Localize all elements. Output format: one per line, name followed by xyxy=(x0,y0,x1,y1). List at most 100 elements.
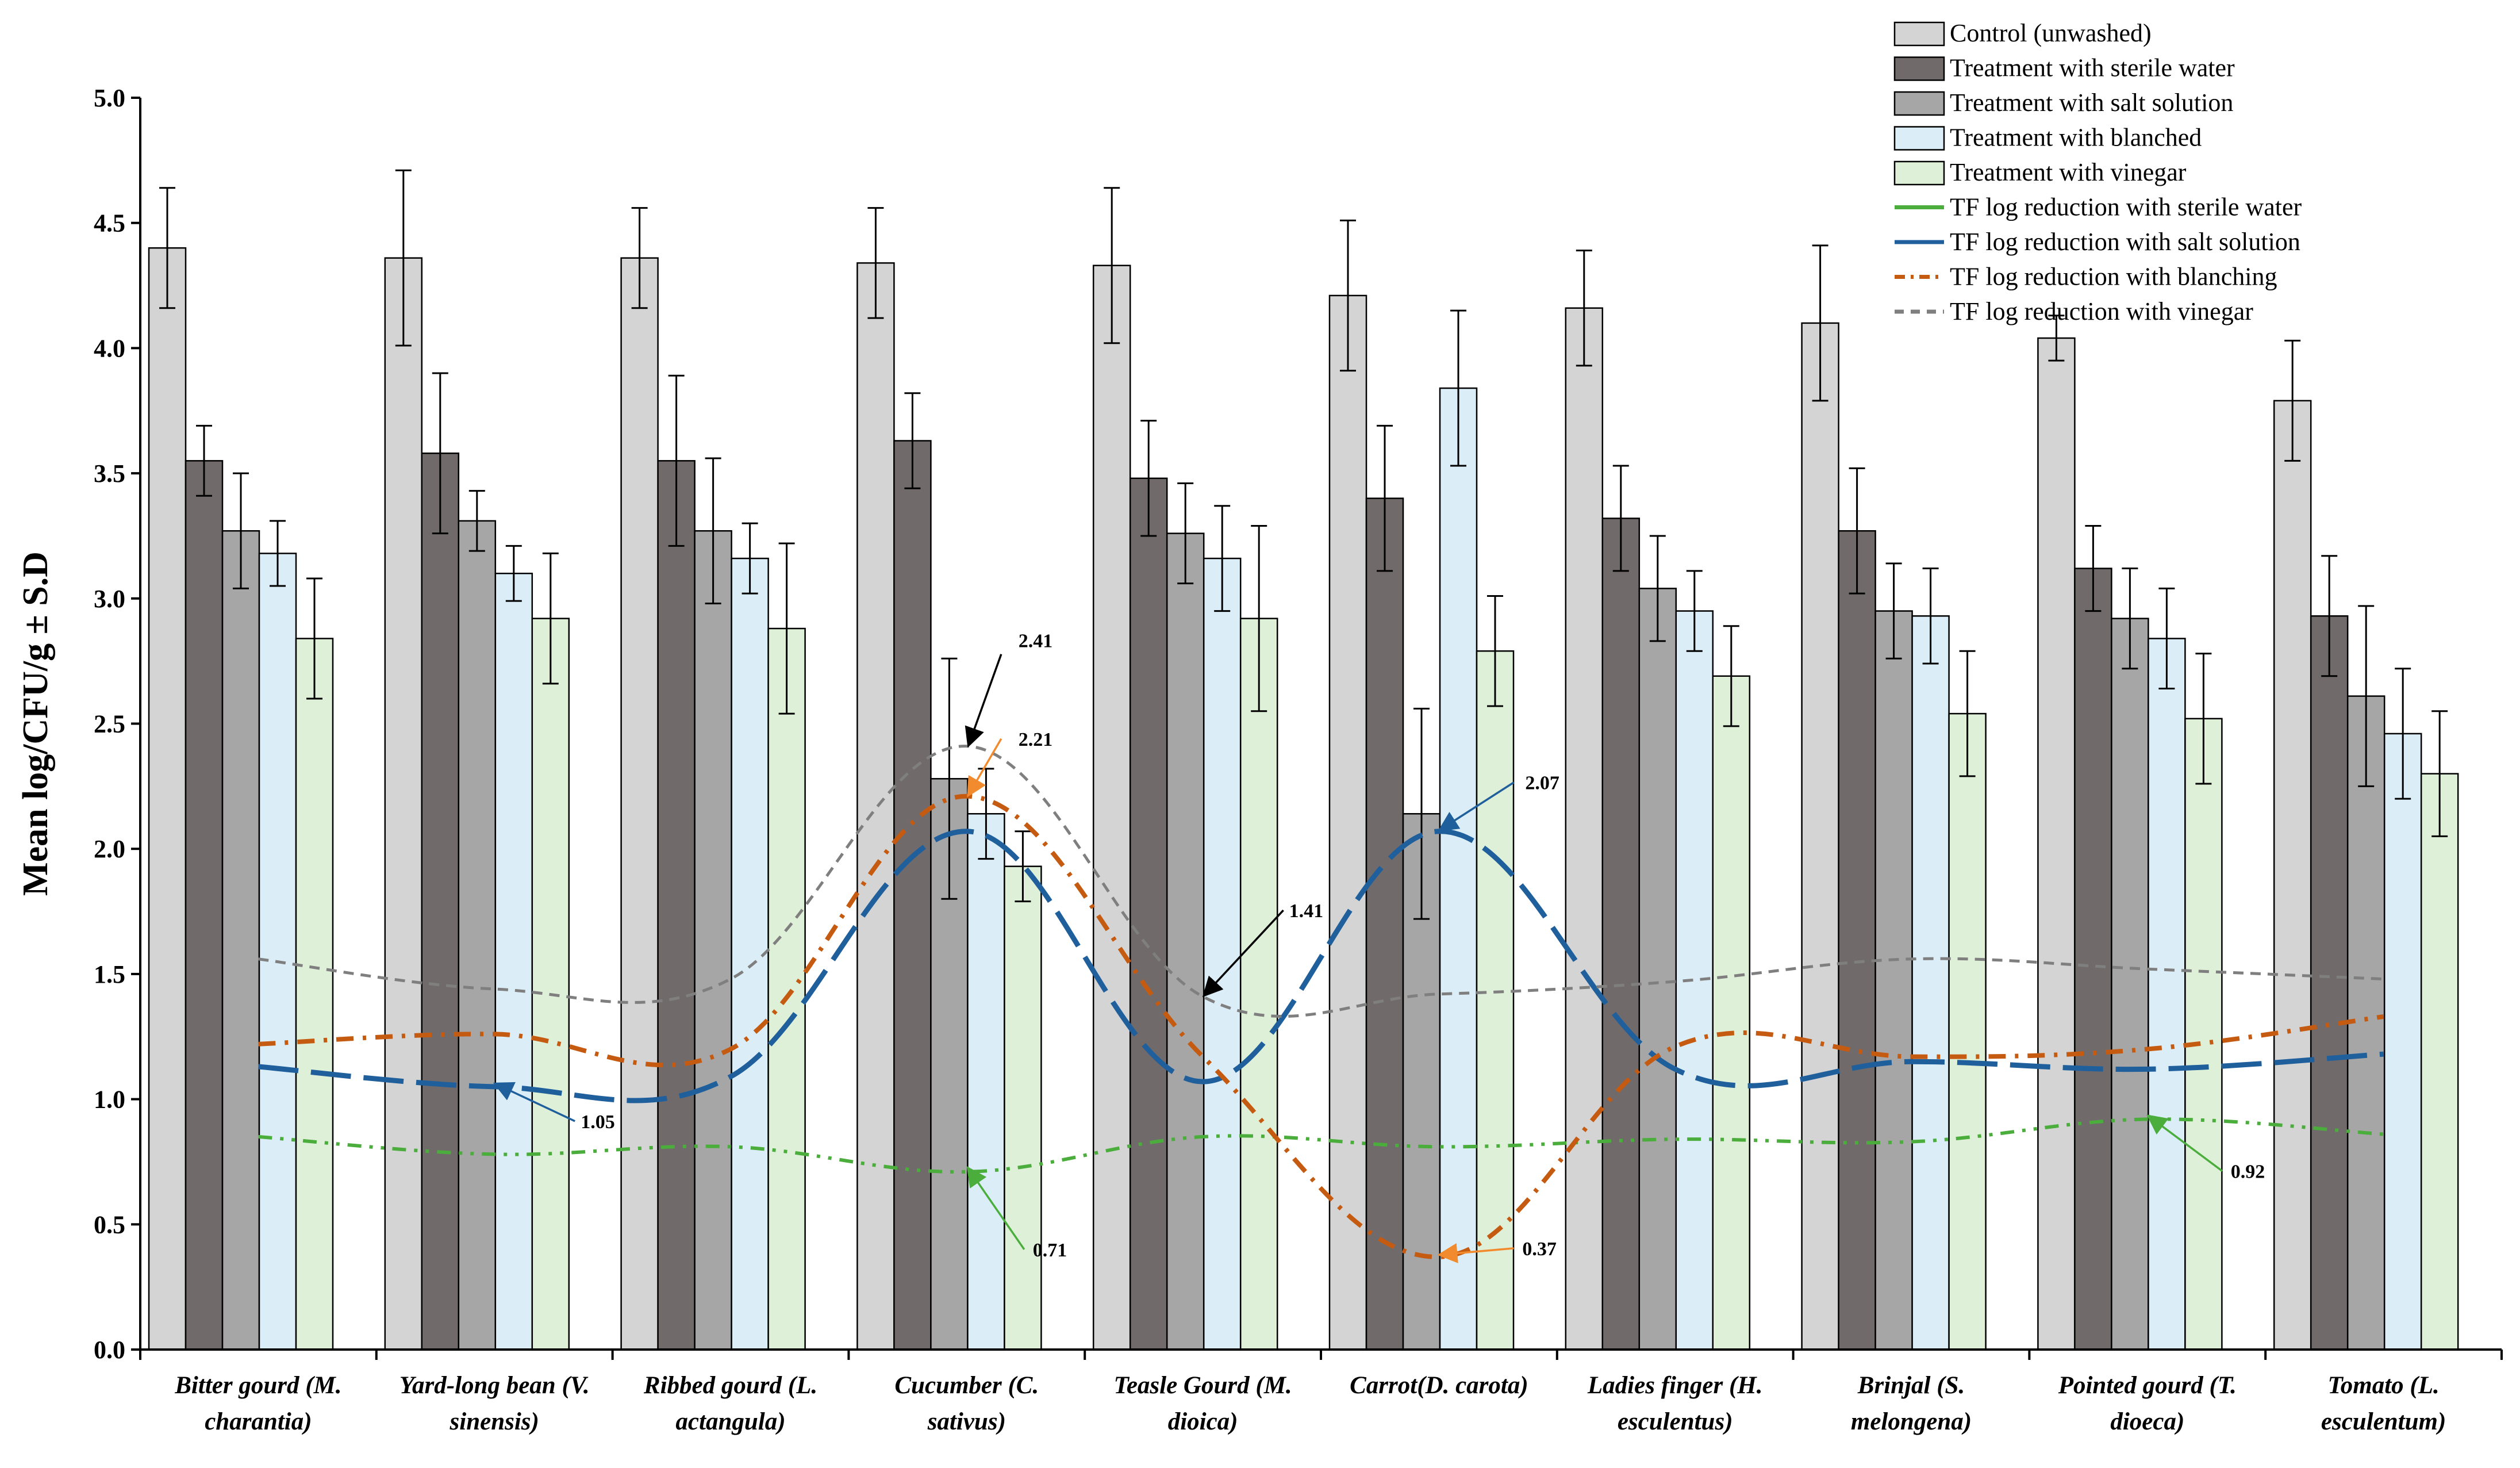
annotation-arrow xyxy=(967,738,1002,798)
annotation-label: 2.07 xyxy=(1525,773,1559,794)
error-bar-treatment-with-vinegar-5 xyxy=(1487,595,1503,707)
category-label: Brinjal (S. melongena) xyxy=(1851,1372,1972,1435)
error-bar-treatment-with-sterile-water-1 xyxy=(432,372,448,535)
error-bar-control-unwashed-7 xyxy=(1812,244,1828,402)
error-bar-treatment-with-salt-solution-2 xyxy=(705,457,721,605)
error-bar-treatment-with-salt-solution-6 xyxy=(1649,535,1666,642)
bar-treatment-with-vinegar-7 xyxy=(1948,712,1987,1351)
error-bar-treatment-with-salt-solution-3 xyxy=(941,657,958,900)
bar-control-unwashed-3 xyxy=(856,262,895,1351)
annotation-label: 2.21 xyxy=(1019,729,1053,750)
bar-control-unwashed-1 xyxy=(384,257,423,1351)
annotation-arrow xyxy=(1202,909,1284,998)
category-label-line: Ladies finger (H. xyxy=(1587,1372,1763,1399)
error-bar-treatment-with-blanched-1 xyxy=(505,545,522,602)
legend-item-treatment-with-vinegar: Treatment with vinegar xyxy=(1893,158,2187,186)
category-label-line: Cucumber (C. xyxy=(894,1372,1039,1399)
category-label: Cucumber (C. sativus) xyxy=(894,1372,1039,1435)
legend-label: Treatment with vinegar xyxy=(1950,158,2187,186)
y-tick-label: 1.0 xyxy=(94,1086,125,1114)
y-tick-label: 2.5 xyxy=(94,710,125,738)
category-label-line: esculentum) xyxy=(2321,1408,2446,1435)
annotations-layer: 2.41 2.21 1.41 2.07 1.05 0.71 0.37 0.92 xyxy=(493,631,2265,1263)
bar-control-unwashed-0 xyxy=(148,247,187,1351)
bar-treatment-with-vinegar-1 xyxy=(531,618,570,1351)
bar-treatment-with-sterile-water-7 xyxy=(1838,530,1876,1351)
error-bar-treatment-with-salt-solution-1 xyxy=(468,490,485,552)
annotation-label: 1.41 xyxy=(1289,900,1324,922)
bar-control-unwashed-9 xyxy=(2273,400,2312,1351)
error-bar-treatment-with-blanched-6 xyxy=(1686,570,1703,652)
bar-treatment-with-vinegar-5 xyxy=(1476,650,1515,1351)
legend-label: TF log reduction with sterile water xyxy=(1950,193,2302,221)
bar-treatment-with-salt-solution-6 xyxy=(1638,588,1677,1351)
error-bar-treatment-with-salt-solution-4 xyxy=(1177,482,1194,585)
legend-label: TF log reduction with salt solution xyxy=(1950,228,2300,256)
legend-label: TF log reduction with vinegar xyxy=(1950,297,2253,325)
error-bar-control-unwashed-4 xyxy=(1104,187,1120,344)
bar-treatment-with-sterile-water-9 xyxy=(2310,615,2349,1351)
annotation-0-71: 0.71 xyxy=(966,1166,1067,1261)
y-tick-label: 2.0 xyxy=(94,835,125,863)
error-bar-treatment-with-sterile-water-5 xyxy=(1377,424,1393,572)
bar-treatment-with-sterile-water-6 xyxy=(1601,518,1641,1351)
category-label-line: Yard-long bean (V. xyxy=(399,1372,590,1399)
bar-control-unwashed-2 xyxy=(620,257,659,1351)
error-bar-treatment-with-vinegar-9 xyxy=(2431,710,2448,837)
bar-treatment-with-salt-solution-8 xyxy=(2111,618,2149,1351)
annotation-arrow xyxy=(2146,1114,2223,1172)
category-label-line: esculentus) xyxy=(1618,1408,1733,1435)
category-label-line: actangula) xyxy=(675,1408,785,1435)
bar-treatment-with-blanched-3 xyxy=(967,812,1005,1351)
legend-swatch xyxy=(1893,160,1945,186)
error-bar-treatment-with-sterile-water-0 xyxy=(196,424,212,497)
y-tick-label: 0.0 xyxy=(94,1336,125,1364)
bar-treatment-with-vinegar-4 xyxy=(1239,618,1278,1351)
error-bar-treatment-with-blanched-4 xyxy=(1214,505,1231,612)
error-bar-treatment-with-sterile-water-9 xyxy=(2321,555,2338,677)
y-tick-label: 3.5 xyxy=(94,459,125,488)
annotation-label: 0.71 xyxy=(1033,1240,1067,1261)
category-label-line: Brinjal (S. xyxy=(1857,1372,1965,1399)
error-bar-treatment-with-vinegar-7 xyxy=(1959,650,1976,777)
error-bar-treatment-with-blanched-9 xyxy=(2395,668,2411,800)
bar-treatment-with-blanched-8 xyxy=(2148,638,2186,1351)
annotation-arrow xyxy=(965,654,1002,748)
category-label: Teasle Gourd (M. dioica) xyxy=(1114,1372,1292,1435)
annotation-0-92: 0.92 xyxy=(2146,1114,2265,1182)
legend-label: Treatment with sterile water xyxy=(1950,54,2235,82)
error-bar-control-unwashed-5 xyxy=(1340,219,1356,372)
legend-item-treatment-with-sterile-water: Treatment with sterile water xyxy=(1893,54,2235,82)
reduction-lines-layer xyxy=(258,745,2384,1259)
bar-treatment-with-blanched-4 xyxy=(1203,557,1242,1351)
annotation-2-41: 2.41 xyxy=(965,631,1052,748)
error-bar-control-unwashed-8 xyxy=(2048,315,2065,362)
error-bar-treatment-with-salt-solution-7 xyxy=(1885,562,1902,660)
error-bar-treatment-with-sterile-water-4 xyxy=(1140,420,1157,537)
error-bar-treatment-with-sterile-water-2 xyxy=(668,374,685,547)
category-label-line: charantia) xyxy=(205,1408,312,1435)
legend-label: TF log reduction with blanching xyxy=(1950,263,2277,291)
annotation-arrow xyxy=(1438,781,1515,831)
annotation-arrow xyxy=(966,1166,1025,1250)
legend: Control (unwashed) Treatment with sterile… xyxy=(1893,19,2302,325)
bar-treatment-with-vinegar-0 xyxy=(295,638,334,1351)
category-label-line: Tomato (L. xyxy=(2327,1372,2439,1399)
bar-treatment-with-salt-solution-2 xyxy=(694,530,732,1351)
category-label: Ladies finger (H. esculentus) xyxy=(1587,1372,1763,1435)
error-bar-treatment-with-sterile-water-7 xyxy=(1849,467,1865,595)
y-tick-label: 0.5 xyxy=(94,1210,125,1239)
legend-label: Treatment with salt solution xyxy=(1950,89,2233,117)
error-bar-treatment-with-blanched-3 xyxy=(978,768,994,860)
error-bar-treatment-with-vinegar-6 xyxy=(1723,625,1739,727)
bars-layer xyxy=(148,247,2459,1351)
category-label-line: dioica) xyxy=(1168,1408,1238,1435)
line-tf-log-reduction-with-blanching xyxy=(258,794,2384,1259)
category-label-line: sativus) xyxy=(927,1408,1006,1435)
bar-treatment-with-sterile-water-5 xyxy=(1365,497,1404,1351)
category-label-line: Bitter gourd (M. xyxy=(174,1372,341,1399)
category-label: Pointed gourd (T. dioeca) xyxy=(2058,1372,2237,1435)
annotation-2-07: 2.07 xyxy=(1438,773,1559,831)
y-tick-label: 4.0 xyxy=(94,334,125,362)
